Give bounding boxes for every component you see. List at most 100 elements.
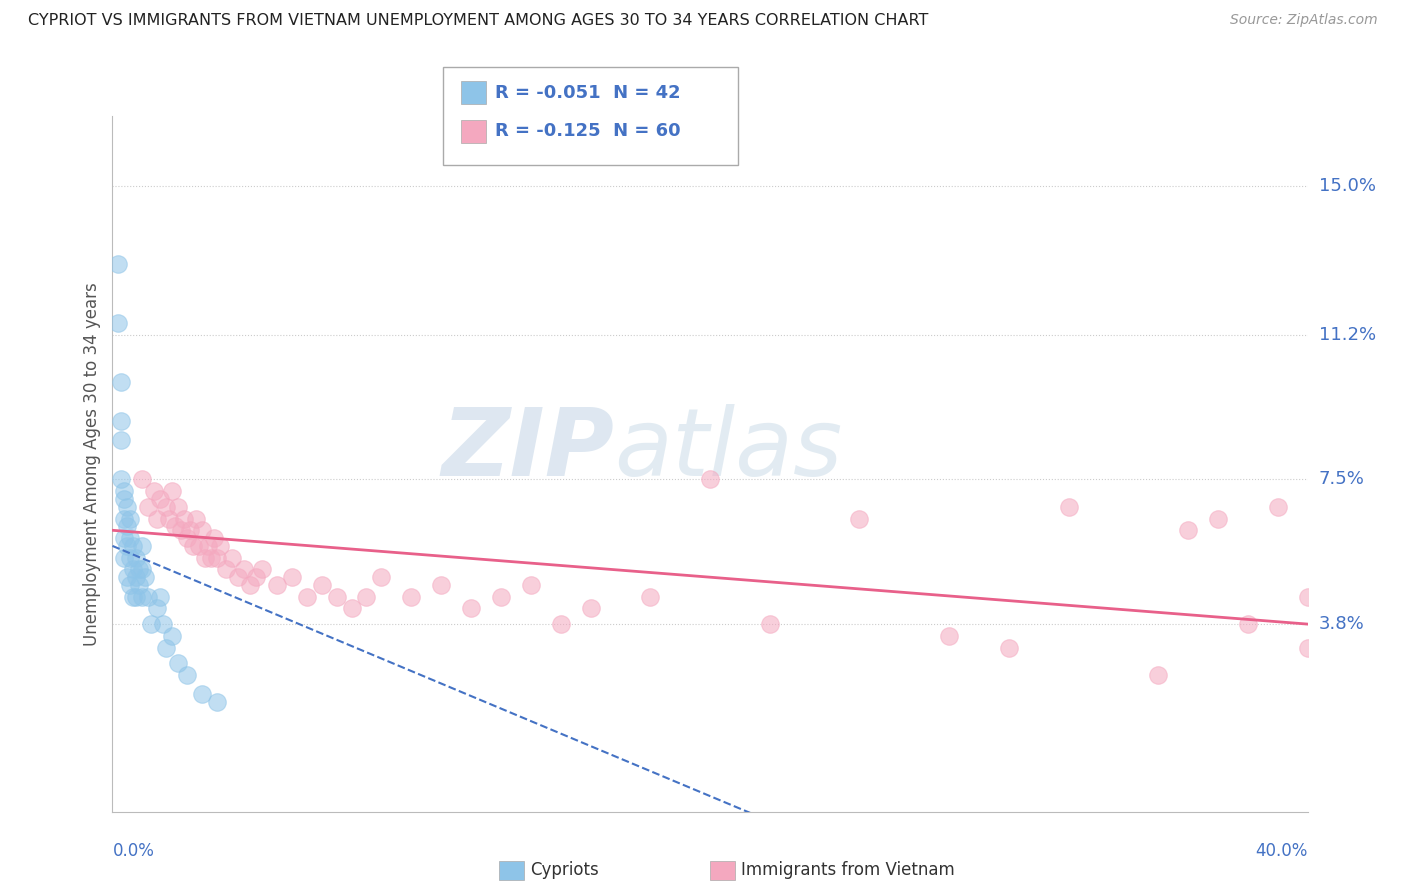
Point	[110, 414, 132, 428]
Point	[162, 484, 183, 499]
Point	[176, 531, 198, 545]
Point	[1177, 523, 1199, 537]
Point	[759, 617, 782, 632]
Point	[125, 550, 148, 565]
Point	[699, 473, 721, 487]
Point	[197, 539, 219, 553]
Point	[370, 570, 392, 584]
Point	[122, 562, 145, 576]
Point	[114, 484, 135, 499]
Text: Cypriots: Cypriots	[530, 861, 599, 879]
Point	[134, 570, 156, 584]
Point	[149, 590, 172, 604]
Text: 7.5%: 7.5%	[1319, 470, 1365, 489]
Point	[520, 578, 543, 592]
Text: atlas: atlas	[614, 404, 842, 495]
Point	[117, 519, 139, 533]
Point	[114, 491, 135, 506]
Point	[120, 511, 142, 525]
Text: Source: ZipAtlas.com: Source: ZipAtlas.com	[1230, 13, 1378, 28]
Point	[131, 562, 153, 576]
Point	[170, 523, 193, 537]
Point	[114, 531, 135, 545]
Text: 0.0%: 0.0%	[112, 842, 155, 860]
Point	[131, 590, 153, 604]
Point	[155, 500, 177, 514]
Point	[146, 511, 169, 525]
Point	[107, 258, 129, 272]
Text: 3.8%: 3.8%	[1319, 615, 1364, 633]
Point	[200, 550, 222, 565]
Text: CYPRIOT VS IMMIGRANTS FROM VIETNAM UNEMPLOYMENT AMONG AGES 30 TO 34 YEARS CORREL: CYPRIOT VS IMMIGRANTS FROM VIETNAM UNEMP…	[28, 13, 928, 29]
Point	[122, 590, 145, 604]
Point	[191, 523, 214, 537]
Point	[401, 590, 423, 604]
Point	[221, 550, 243, 565]
Point	[460, 601, 482, 615]
Point	[215, 562, 238, 576]
Point	[1296, 590, 1319, 604]
Text: ZIP: ZIP	[441, 404, 614, 496]
Point	[205, 695, 228, 709]
Point	[114, 550, 135, 565]
Point	[938, 629, 960, 643]
Point	[131, 539, 153, 553]
Point	[141, 617, 163, 632]
Point	[430, 578, 453, 592]
Point	[638, 590, 662, 604]
Point	[208, 539, 231, 553]
Point	[239, 578, 262, 592]
Point	[173, 511, 195, 525]
Point	[110, 434, 132, 448]
Point	[191, 688, 214, 702]
Point	[122, 539, 145, 553]
Point	[489, 590, 512, 604]
Point	[110, 473, 132, 487]
Point	[125, 570, 148, 584]
Point	[146, 601, 169, 615]
Point	[128, 578, 150, 592]
Text: 11.2%: 11.2%	[1319, 326, 1376, 343]
Point	[205, 550, 228, 565]
Point	[120, 578, 142, 592]
Point	[149, 491, 172, 506]
Text: 40.0%: 40.0%	[1256, 842, 1308, 860]
Point	[188, 539, 211, 553]
Point	[120, 550, 142, 565]
Point	[232, 562, 256, 576]
Point	[250, 562, 273, 576]
Point	[179, 523, 201, 537]
Point	[143, 484, 166, 499]
Point	[848, 511, 870, 525]
Point	[1057, 500, 1080, 514]
Text: R = -0.051  N = 42: R = -0.051 N = 42	[495, 84, 681, 102]
Point	[128, 562, 150, 576]
Point	[266, 578, 288, 592]
Point	[138, 500, 160, 514]
Point	[311, 578, 333, 592]
Point	[114, 511, 135, 525]
Y-axis label: Unemployment Among Ages 30 to 34 years: Unemployment Among Ages 30 to 34 years	[83, 282, 101, 646]
Point	[117, 570, 139, 584]
Text: 15.0%: 15.0%	[1319, 178, 1375, 195]
Point	[162, 629, 183, 643]
Point	[356, 590, 378, 604]
Point	[1237, 617, 1260, 632]
Text: Immigrants from Vietnam: Immigrants from Vietnam	[741, 861, 955, 879]
Point	[295, 590, 318, 604]
Point	[110, 375, 132, 389]
Point	[186, 511, 208, 525]
Point	[117, 539, 139, 553]
Point	[194, 550, 217, 565]
Point	[1206, 511, 1229, 525]
Text: R = -0.125  N = 60: R = -0.125 N = 60	[495, 122, 681, 140]
Point	[131, 473, 153, 487]
Point	[1147, 668, 1170, 682]
Point	[998, 640, 1021, 655]
Point	[120, 531, 142, 545]
Point	[157, 511, 180, 525]
Point	[550, 617, 572, 632]
Point	[138, 590, 160, 604]
Point	[325, 590, 347, 604]
Point	[167, 500, 190, 514]
